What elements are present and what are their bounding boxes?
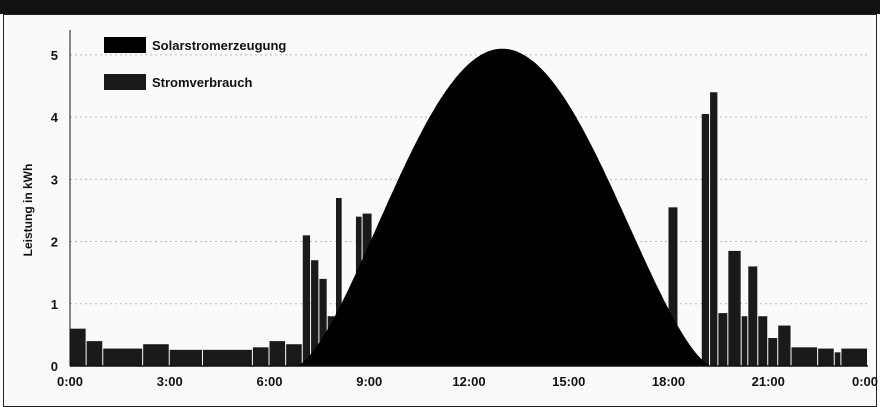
x-tick-label: 9:00 <box>356 374 382 389</box>
consumption-bar <box>728 250 741 366</box>
x-tick-labels: 0:00 3:00 6:00 9:00 12:00 15:00 18:00 21:00 0:00 <box>57 374 878 389</box>
axes <box>69 30 868 367</box>
x-tick-label: 3:00 <box>157 374 183 389</box>
consumption-bar <box>143 344 169 366</box>
legend-label-solar: Solarstromerzeugung <box>152 38 286 53</box>
x-tick-label: 12:00 <box>452 374 485 389</box>
consumption-bar <box>70 328 86 366</box>
consumption-bar <box>748 266 758 366</box>
consumption-bar <box>269 341 286 366</box>
y-tick-labels: 0 1 2 3 4 5 <box>51 48 59 374</box>
consumption-bar <box>834 352 841 366</box>
consumption-bar <box>311 260 319 366</box>
y-axis-label: Leistung in kWh <box>21 164 35 257</box>
consumption-bar <box>252 347 269 366</box>
consumption-bar <box>758 316 768 366</box>
consumption-bar <box>768 338 778 366</box>
legend-label-consumption: Stromverbrauch <box>152 75 252 90</box>
x-tick-label: 15:00 <box>552 374 585 389</box>
consumption-bar <box>103 348 143 366</box>
x-tick-label: 0:00 <box>57 374 83 389</box>
y-tick-label: 2 <box>51 235 58 250</box>
consumption-bar <box>668 207 678 366</box>
consumption-bar <box>286 344 302 366</box>
solar-generation-area <box>296 48 712 366</box>
consumption-bar <box>319 278 327 366</box>
x-tick-label: 21:00 <box>752 374 785 389</box>
consumption-bar <box>818 348 834 366</box>
top-bar <box>0 0 880 14</box>
consumption-bar <box>169 349 202 366</box>
y-tick-label: 3 <box>51 172 58 187</box>
consumption-bar <box>710 92 718 366</box>
solar-area <box>296 48 712 366</box>
legend-swatch-consumption <box>104 74 146 90</box>
consumption-bar <box>203 349 252 366</box>
consumption-bar <box>741 316 748 366</box>
consumption-bar <box>86 341 103 366</box>
legend-swatch-solar <box>104 37 146 53</box>
consumption-bar <box>718 313 728 366</box>
consumption-bar <box>791 347 818 366</box>
y-tick-label: 1 <box>51 297 58 312</box>
consumption-bar <box>701 114 710 366</box>
consumption-bar <box>778 325 791 366</box>
legend: Solarstromerzeugung Stromverbrauch <box>104 37 286 90</box>
x-tick-label: 0:00 <box>852 374 878 389</box>
consumption-bar <box>841 348 867 366</box>
consumption-bar <box>302 235 311 366</box>
y-tick-label: 5 <box>51 48 58 63</box>
x-tick-label: 18:00 <box>652 374 685 389</box>
x-tick-label: 6:00 <box>256 374 282 389</box>
y-tick-label: 0 <box>51 359 58 374</box>
consumption-bar <box>336 198 342 366</box>
y-tick-label: 4 <box>51 110 59 125</box>
